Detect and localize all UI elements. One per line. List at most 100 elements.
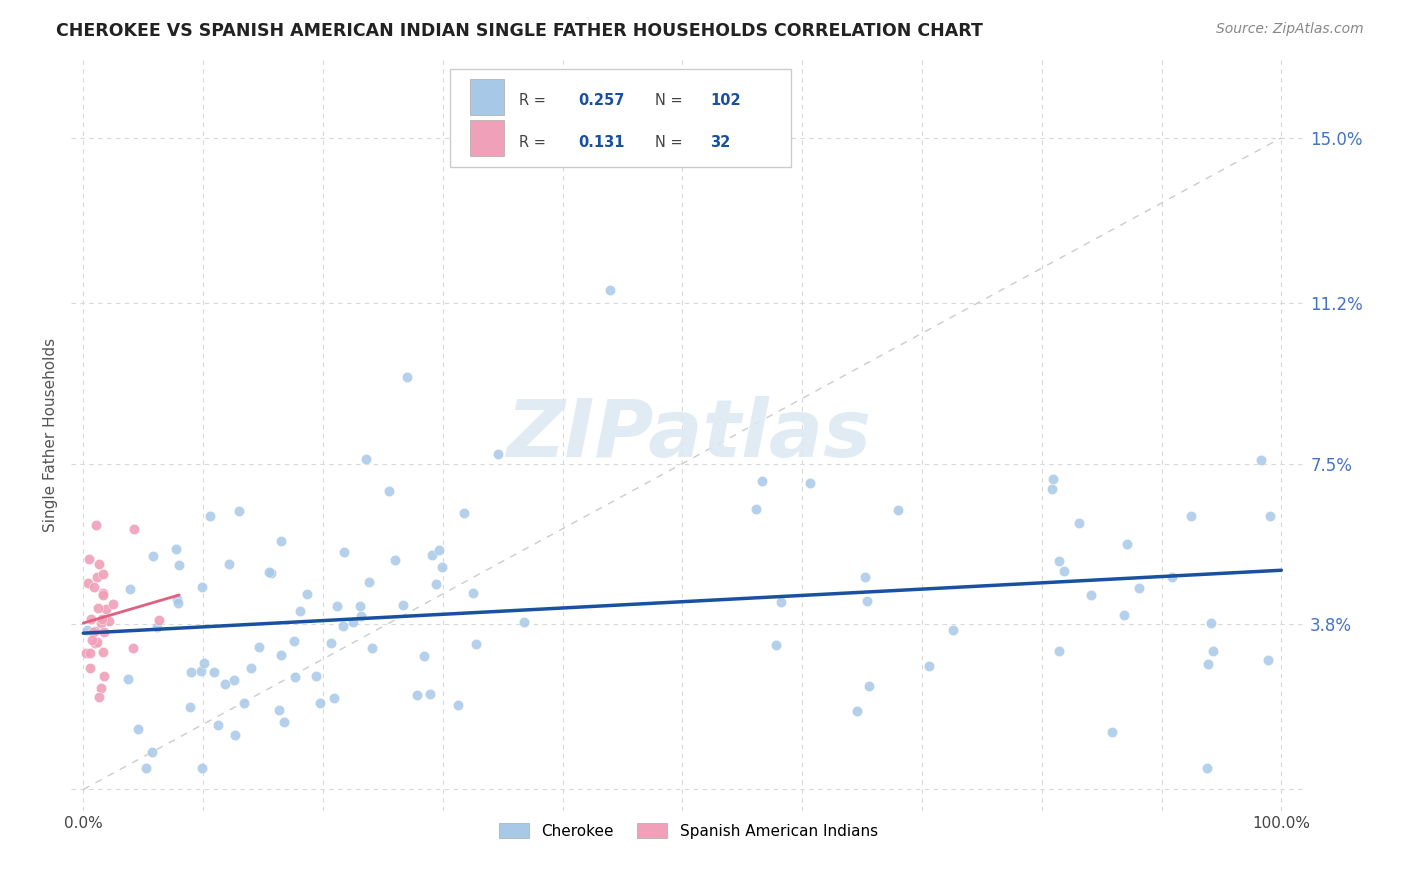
- Point: [165, 542, 187, 557]
- Point: [79, 661, 101, 675]
- Point: [1197, 657, 1219, 672]
- Point: [224, 673, 246, 687]
- Point: [122, 522, 145, 536]
- Point: [193, 656, 215, 670]
- Point: [179, 699, 201, 714]
- Point: [86, 635, 108, 649]
- Point: [419, 687, 441, 701]
- Point: [269, 703, 291, 717]
- Text: ZIPatlas: ZIPatlas: [506, 396, 870, 475]
- Point: [135, 761, 157, 775]
- Point: [395, 369, 418, 384]
- Point: [427, 542, 450, 557]
- Point: [283, 633, 305, 648]
- Point: [83, 580, 105, 594]
- Point: [148, 613, 170, 627]
- Point: [447, 698, 470, 712]
- Point: [1160, 570, 1182, 584]
- Text: 0.257: 0.257: [578, 93, 624, 108]
- Text: N =: N =: [655, 93, 682, 108]
- Text: 32: 32: [710, 135, 731, 150]
- Point: [308, 696, 330, 710]
- Text: N =: N =: [655, 135, 682, 150]
- Point: [349, 599, 371, 614]
- Point: [94, 602, 117, 616]
- Point: [120, 582, 142, 597]
- Point: [91, 589, 114, 603]
- Point: [1199, 616, 1222, 631]
- Point: [89, 690, 111, 704]
- Point: [1180, 508, 1202, 523]
- Point: [420, 548, 443, 562]
- Point: [412, 648, 434, 663]
- Point: [270, 648, 292, 662]
- Point: [765, 638, 787, 652]
- FancyBboxPatch shape: [470, 120, 505, 156]
- Point: [273, 714, 295, 729]
- Point: [295, 586, 318, 600]
- Point: [384, 553, 406, 567]
- Point: [80, 633, 103, 648]
- Point: [167, 558, 190, 573]
- Point: [1257, 652, 1279, 666]
- Point: [117, 673, 139, 687]
- Point: [84, 518, 107, 533]
- Point: [101, 597, 124, 611]
- Point: [1080, 589, 1102, 603]
- Point: [745, 501, 768, 516]
- Point: [918, 658, 941, 673]
- Point: [1197, 761, 1219, 775]
- Point: [91, 586, 114, 600]
- Point: [350, 608, 373, 623]
- Point: [191, 761, 214, 775]
- Point: [1040, 483, 1063, 497]
- Point: [432, 560, 454, 574]
- Point: [91, 567, 114, 582]
- Point: [218, 557, 240, 571]
- Point: [332, 618, 354, 632]
- Point: [392, 598, 415, 612]
- Point: [224, 729, 246, 743]
- Point: [207, 718, 229, 732]
- Point: [190, 664, 212, 678]
- Point: [1112, 607, 1135, 622]
- Point: [121, 641, 143, 656]
- Point: [453, 506, 475, 520]
- Point: [1067, 516, 1090, 531]
- Point: [90, 681, 112, 695]
- Point: [1116, 537, 1139, 551]
- Point: [770, 595, 793, 609]
- Point: [91, 645, 114, 659]
- Point: [86, 570, 108, 584]
- Point: [305, 669, 328, 683]
- Text: Source: ZipAtlas.com: Source: ZipAtlas.com: [1216, 22, 1364, 37]
- Point: [288, 604, 311, 618]
- Point: [247, 640, 270, 654]
- Point: [1053, 564, 1076, 578]
- Point: [333, 545, 356, 559]
- Point: [83, 624, 105, 639]
- Point: [512, 615, 534, 630]
- Point: [97, 614, 120, 628]
- Point: [1042, 472, 1064, 486]
- Point: [354, 451, 377, 466]
- Point: [233, 696, 256, 710]
- Point: [146, 620, 169, 634]
- Point: [359, 575, 381, 590]
- FancyBboxPatch shape: [470, 78, 505, 115]
- Point: [942, 623, 965, 637]
- Point: [228, 504, 250, 518]
- Text: R =: R =: [519, 135, 546, 150]
- Point: [1202, 644, 1225, 658]
- Point: [599, 283, 621, 297]
- Point: [406, 688, 429, 702]
- Point: [166, 592, 188, 607]
- Point: [200, 509, 222, 524]
- Point: [84, 636, 107, 650]
- Point: [486, 447, 509, 461]
- Point: [425, 577, 447, 591]
- Point: [77, 575, 100, 590]
- Text: R =: R =: [519, 93, 546, 108]
- Point: [180, 665, 202, 680]
- Point: [360, 640, 382, 655]
